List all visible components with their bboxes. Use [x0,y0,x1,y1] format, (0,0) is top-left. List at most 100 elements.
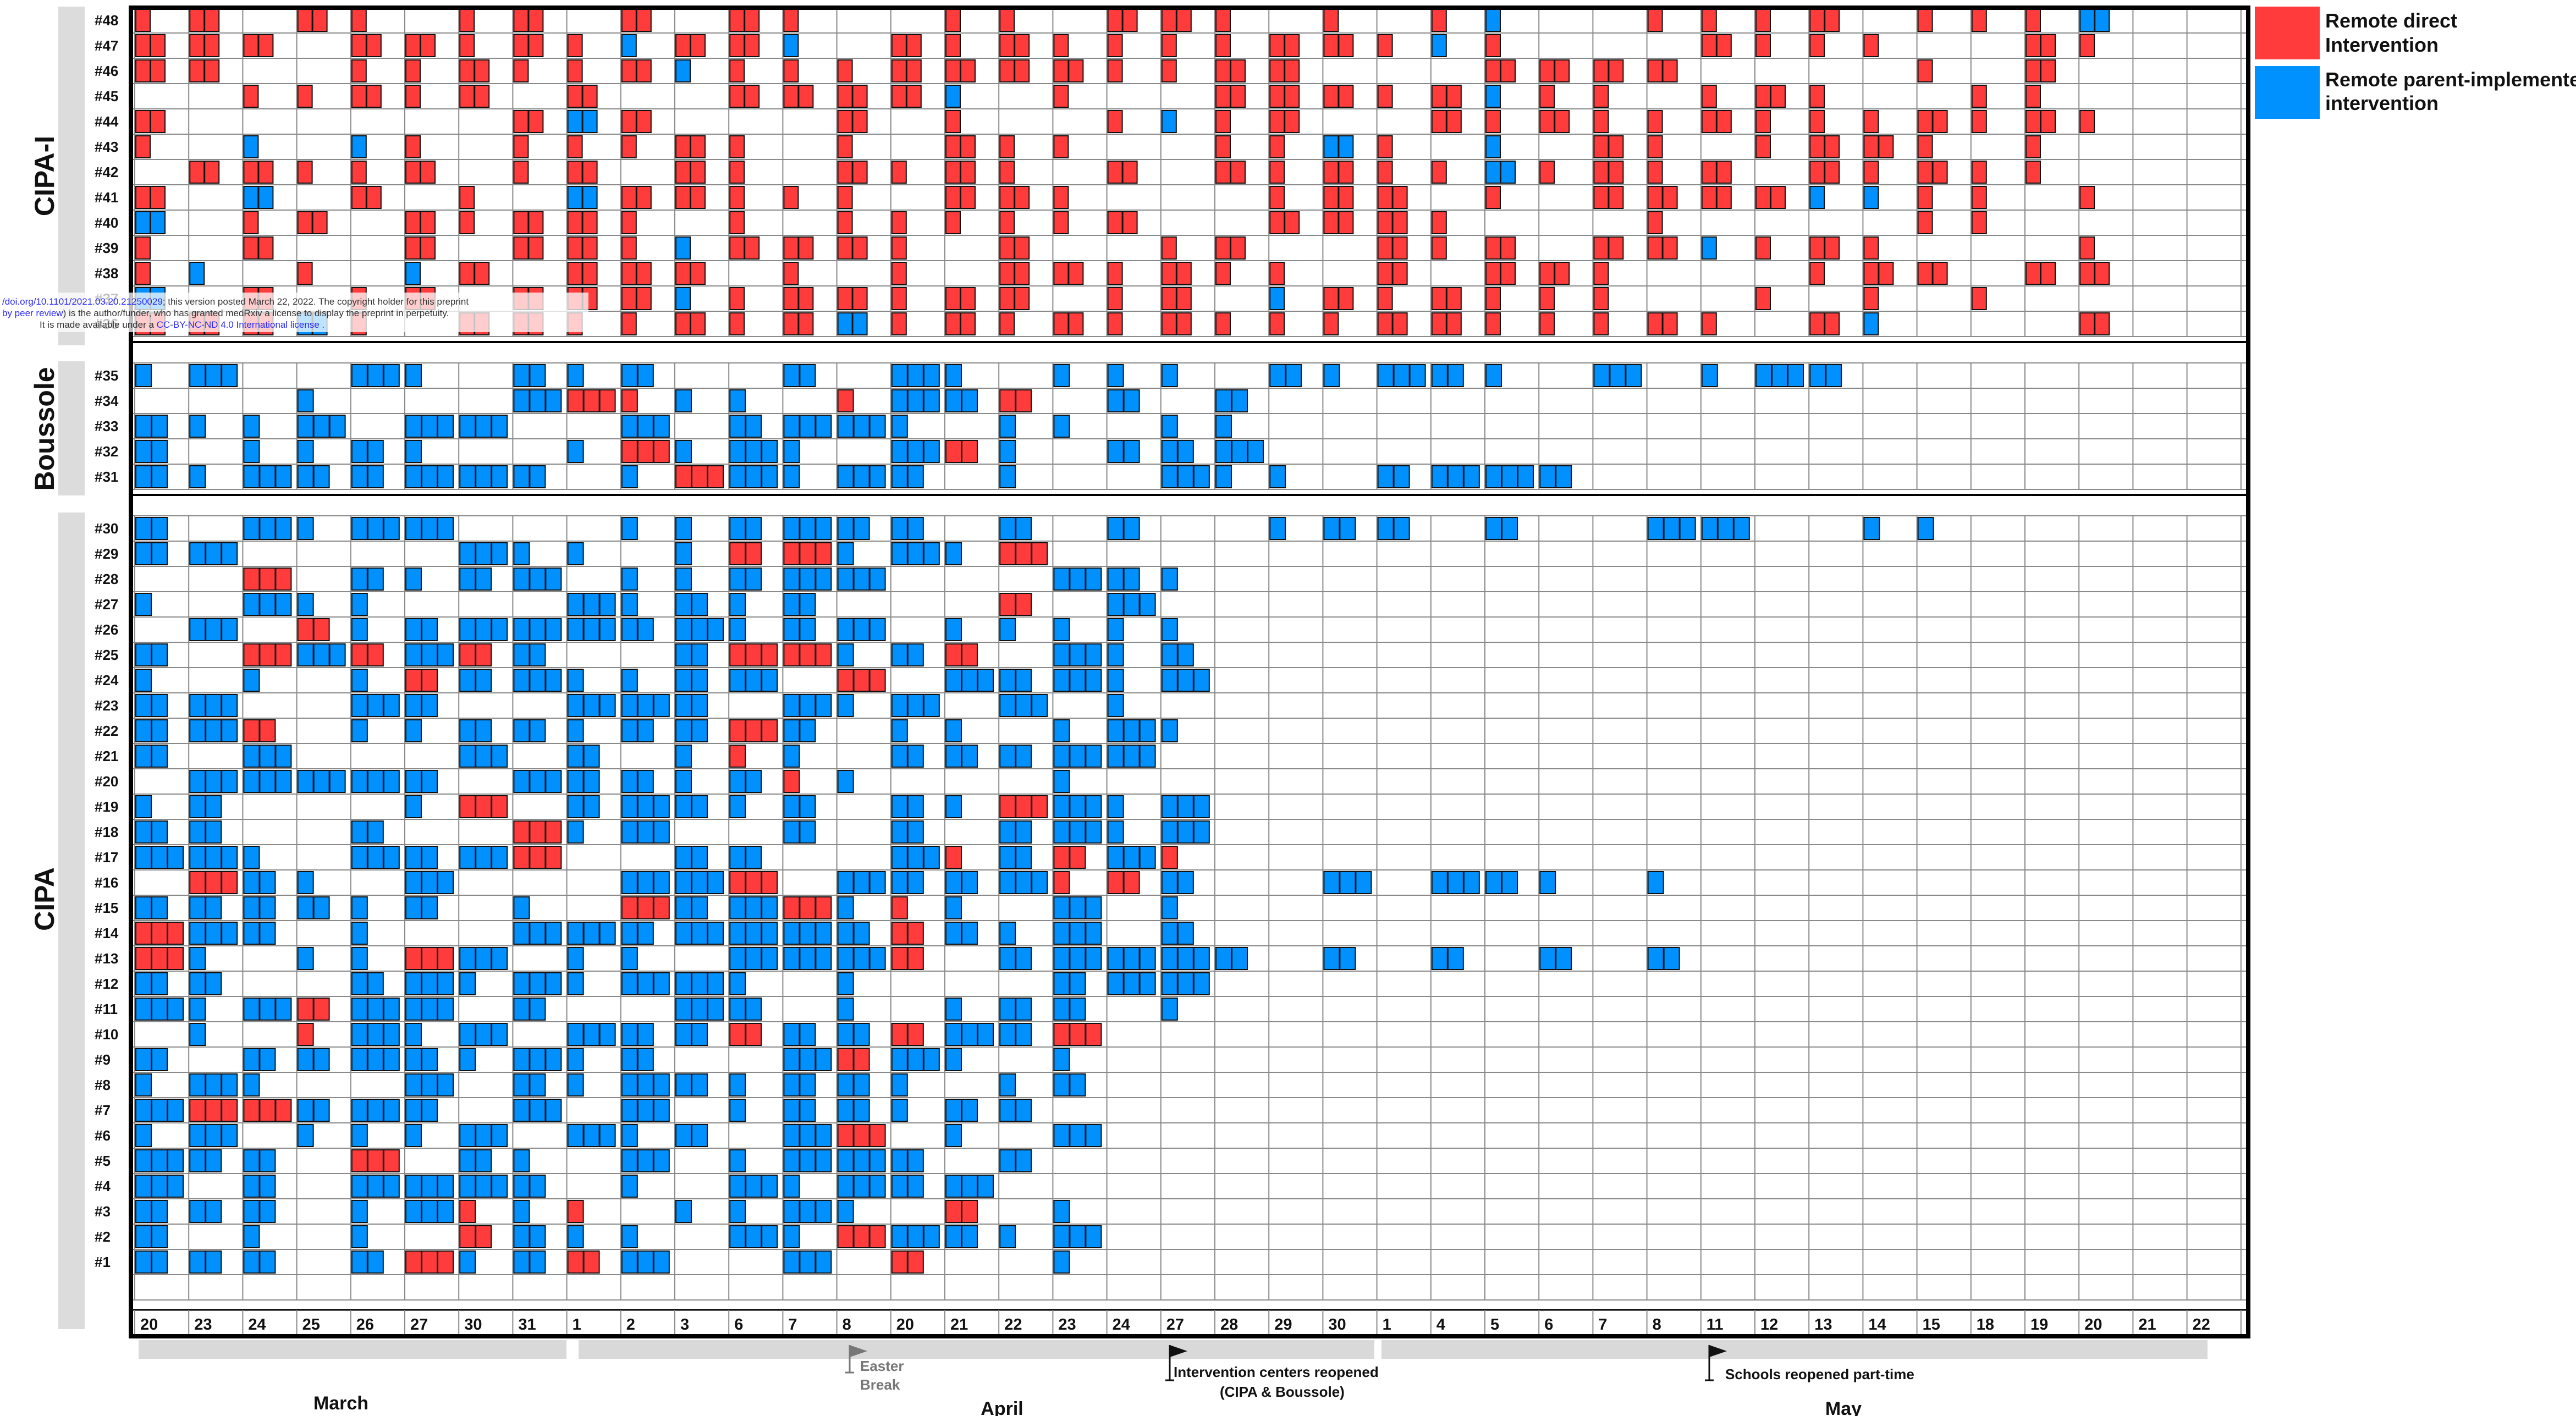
row-label: #30 [95,520,118,537]
row-label: #7 [95,1102,111,1119]
session-block [437,871,454,894]
session-block [1971,161,1987,184]
session-block [383,1149,400,1172]
session-block [313,465,330,488]
session-block [135,34,151,57]
session-block [923,846,940,869]
session-block [1107,972,1124,995]
session-block [621,389,638,412]
session-block [205,1149,222,1172]
session-block [783,745,800,768]
session-block [367,364,384,387]
session-block [567,389,584,412]
session-block [891,1073,908,1097]
session-block [960,59,976,82]
session-block [621,186,637,209]
session-block [1269,34,1285,57]
session-block [513,465,530,488]
session-block [1431,287,1447,310]
session-block [621,1073,638,1097]
session-block [421,896,438,919]
session-block [923,440,940,463]
session-block [1107,287,1123,310]
session-block [1770,186,1786,209]
session-block [459,1250,476,1274]
session-block [783,618,800,641]
session-block [729,719,746,742]
session-block [1269,465,1286,488]
session-block [567,161,583,184]
session-block [691,593,708,616]
session-block [691,998,708,1021]
session-block [783,1200,800,1223]
session-block [167,998,184,1021]
session-block [945,1200,962,1223]
session-block [1485,9,1501,32]
preprint-review-link[interactable]: by peer review [2,308,63,318]
session-block [243,567,260,591]
session-block [783,1149,800,1172]
session-block [529,1048,546,1071]
session-block [2025,262,2041,285]
session-block [1107,643,1124,666]
session-block [815,542,832,565]
session-block [135,1175,152,1198]
session-block [761,440,778,463]
x-tick-label: 5 [1490,1316,1499,1334]
session-block [528,34,544,57]
session-block [1053,719,1070,742]
session-block [1323,9,1339,32]
session-block [1701,364,1718,387]
session-block [891,846,908,869]
session-block [1161,567,1178,591]
session-block [1123,871,1140,894]
session-block [783,287,799,310]
x-tick-label: 14 [1868,1316,1886,1334]
session-block [1447,364,1464,387]
session-block [567,262,583,285]
session-block [637,896,654,919]
session-block [1539,871,1556,894]
preprint-line2-text: ) is the author/funder, who has granted … [63,308,449,318]
session-block [421,1099,438,1122]
session-block [189,719,206,742]
session-block [961,669,978,692]
session-block [1230,236,1246,260]
session-block [1177,795,1194,818]
session-block [189,998,206,1021]
session-block [621,770,638,793]
session-block [351,1023,368,1046]
session-block [783,896,800,919]
session-block [783,593,800,616]
session-block [243,1250,260,1274]
session-block [150,34,166,57]
session-block [1161,262,1177,285]
session-block [1215,9,1231,32]
session-block [961,1200,978,1223]
session-block [761,719,778,742]
session-block [583,1124,600,1147]
session-block [621,1250,638,1274]
session-block [582,262,598,285]
session-block [783,770,800,793]
preprint-doi-link[interactable]: /doi.org/10.1101/2021.03.20.21250029 [2,296,163,307]
session-block [1269,135,1285,158]
session-block [1269,211,1285,234]
session-block [1809,312,1825,335]
session-block [783,34,799,57]
session-block [297,211,313,234]
session-block [675,440,692,463]
session-block [1971,110,1987,133]
session-block [275,998,292,1021]
session-block [459,795,476,818]
preprint-license-link[interactable]: CC-BY-NC-ND 4.0 International license [157,319,320,330]
session-block [621,922,638,945]
x-tick-label: 20 [896,1316,914,1334]
session-block [151,947,168,970]
session-block [1431,364,1448,387]
plot-frame [129,5,2250,1338]
session-block [783,643,800,666]
session-block [1107,567,1124,591]
session-block [1500,59,1516,82]
session-block [1392,262,1408,285]
